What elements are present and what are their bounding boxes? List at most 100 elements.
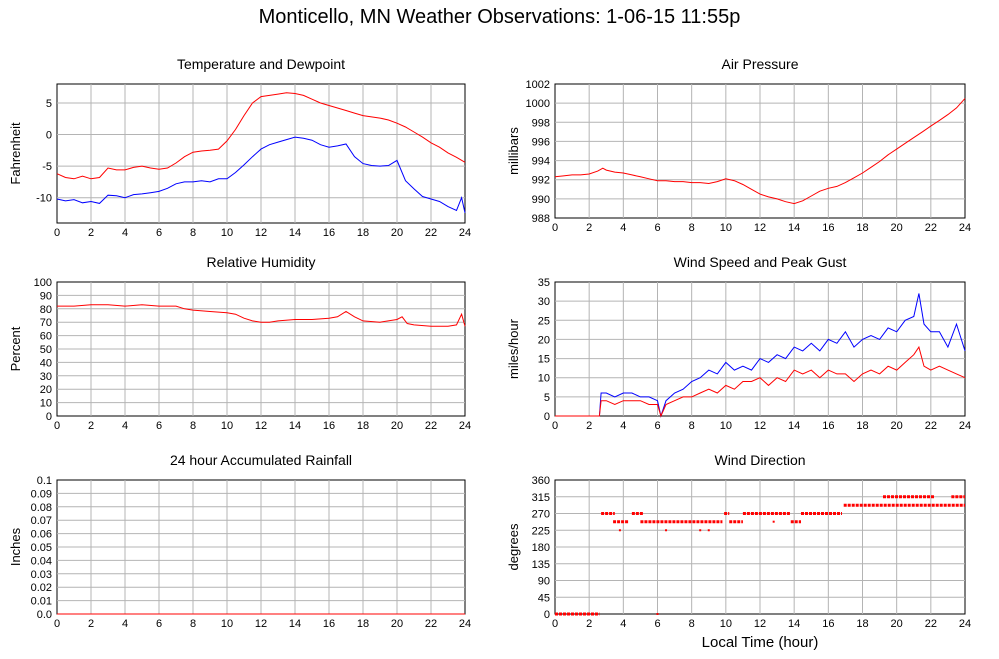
y-tick-label: 0	[544, 411, 550, 423]
y-tick-label: 180	[532, 542, 550, 554]
y-tick-label: 35	[538, 277, 550, 289]
y-tick-label: 1000	[526, 98, 550, 110]
x-tick-label: 2	[586, 222, 592, 234]
y-tick-label: 360	[532, 475, 550, 487]
y-tick-label: 996	[532, 136, 550, 148]
x-tick-label: 12	[754, 420, 766, 432]
chart-title: 24 hour Accumulated Rainfall	[170, 452, 352, 468]
y-tick-label: 225	[532, 525, 550, 537]
y-tick-label: 1002	[526, 79, 550, 91]
x-tick-label: 18	[357, 227, 369, 239]
x-tick-label: 20	[391, 227, 403, 239]
chart-title: Temperature and Dewpoint	[177, 56, 345, 72]
y-tick-label: 20	[538, 334, 550, 346]
series-line-0	[554, 98, 966, 205]
x-tick-label: 6	[156, 618, 162, 630]
x-tick-label: 14	[289, 420, 301, 432]
y-tick-label: 50	[40, 344, 52, 356]
x-tick-label: 18	[856, 222, 868, 234]
x-tick-label: 18	[856, 420, 868, 432]
y-tick-label: 90	[40, 290, 52, 302]
direction-point	[665, 529, 668, 532]
x-tick-label: 24	[459, 420, 471, 432]
y-tick-label: 0.04	[31, 555, 52, 567]
y-tick-label: -10	[36, 193, 52, 205]
x-tick-label: 18	[856, 618, 868, 630]
x-tick-label: 8	[190, 420, 196, 432]
x-tick-label: 12	[255, 618, 267, 630]
y-tick-label: 30	[538, 296, 550, 308]
x-tick-label: 16	[323, 618, 335, 630]
y-tick-label: 30	[40, 371, 52, 383]
page-title: Monticello, MN Weather Observations: 1-0…	[258, 6, 741, 28]
x-tick-label: 4	[122, 420, 128, 432]
y-tick-label: 40	[40, 357, 52, 369]
y-tick-label: 0.09	[31, 488, 52, 500]
x-tick-label: 20	[391, 618, 403, 630]
y-tick-label: 0.07	[31, 515, 52, 527]
x-tick-label: 16	[822, 222, 834, 234]
x-tick-label: 8	[689, 222, 695, 234]
x-tick-label: 20	[891, 618, 903, 630]
series-line-1	[56, 136, 466, 214]
x-tick-label: 22	[925, 618, 937, 630]
x-tick-label: 6	[156, 420, 162, 432]
x-tick-label: 6	[654, 618, 660, 630]
x-tick-label: 8	[190, 227, 196, 239]
y-tick-label: 135	[532, 559, 550, 571]
y-tick-label: 15	[538, 354, 550, 366]
y-tick-label: 315	[532, 492, 550, 504]
x-tick-label: 6	[654, 222, 660, 234]
x-tick-label: 0	[552, 420, 558, 432]
y-tick-label: 0	[46, 130, 52, 142]
x-tick-label: 4	[620, 420, 626, 432]
x-tick-label: 24	[959, 420, 971, 432]
x-tick-label: 8	[190, 618, 196, 630]
y-tick-label: 20	[40, 384, 52, 396]
y-tick-label: 5	[544, 392, 550, 404]
x-tick-label: 22	[425, 420, 437, 432]
y-tick-label: 25	[538, 315, 550, 327]
direction-point	[699, 529, 702, 532]
y-tick-label: 100	[34, 277, 52, 289]
y-axis-label: millibars	[506, 127, 521, 175]
x-tick-label: 22	[925, 222, 937, 234]
x-tick-label: 0	[552, 222, 558, 234]
x-tick-label: 0	[54, 420, 60, 432]
x-tick-label: 8	[689, 420, 695, 432]
y-tick-label: 0.08	[31, 502, 52, 514]
series-line-0	[57, 304, 466, 327]
x-tick-label: 2	[586, 420, 592, 432]
x-tick-label: 6	[156, 227, 162, 239]
x-tick-label: 0	[552, 618, 558, 630]
x-tick-label: 10	[720, 222, 732, 234]
y-tick-label: 0	[46, 411, 52, 423]
y-axis-label: degrees	[506, 523, 521, 570]
x-tick-label: 18	[357, 618, 369, 630]
x-tick-label: 22	[425, 227, 437, 239]
y-tick-label: 0.03	[31, 569, 52, 581]
x-tick-label: 20	[891, 222, 903, 234]
x-axis-label: Local Time (hour)	[701, 634, 819, 651]
x-tick-label: 14	[289, 618, 301, 630]
direction-point	[772, 520, 775, 523]
x-tick-label: 2	[88, 618, 94, 630]
x-tick-label: 12	[754, 222, 766, 234]
x-tick-label: 10	[720, 420, 732, 432]
x-tick-label: 16	[822, 420, 834, 432]
y-tick-label: 0.05	[31, 542, 52, 554]
direction-point	[656, 613, 659, 615]
y-tick-label: 70	[40, 317, 52, 329]
x-tick-label: 24	[459, 618, 471, 630]
x-tick-label: 24	[959, 222, 971, 234]
x-tick-label: 4	[620, 618, 626, 630]
x-tick-label: 20	[891, 420, 903, 432]
y-tick-label: 998	[532, 117, 550, 129]
x-tick-label: 10	[720, 618, 732, 630]
x-tick-label: 8	[689, 618, 695, 630]
x-tick-label: 2	[88, 227, 94, 239]
chart-title: Wind Direction	[714, 452, 805, 468]
